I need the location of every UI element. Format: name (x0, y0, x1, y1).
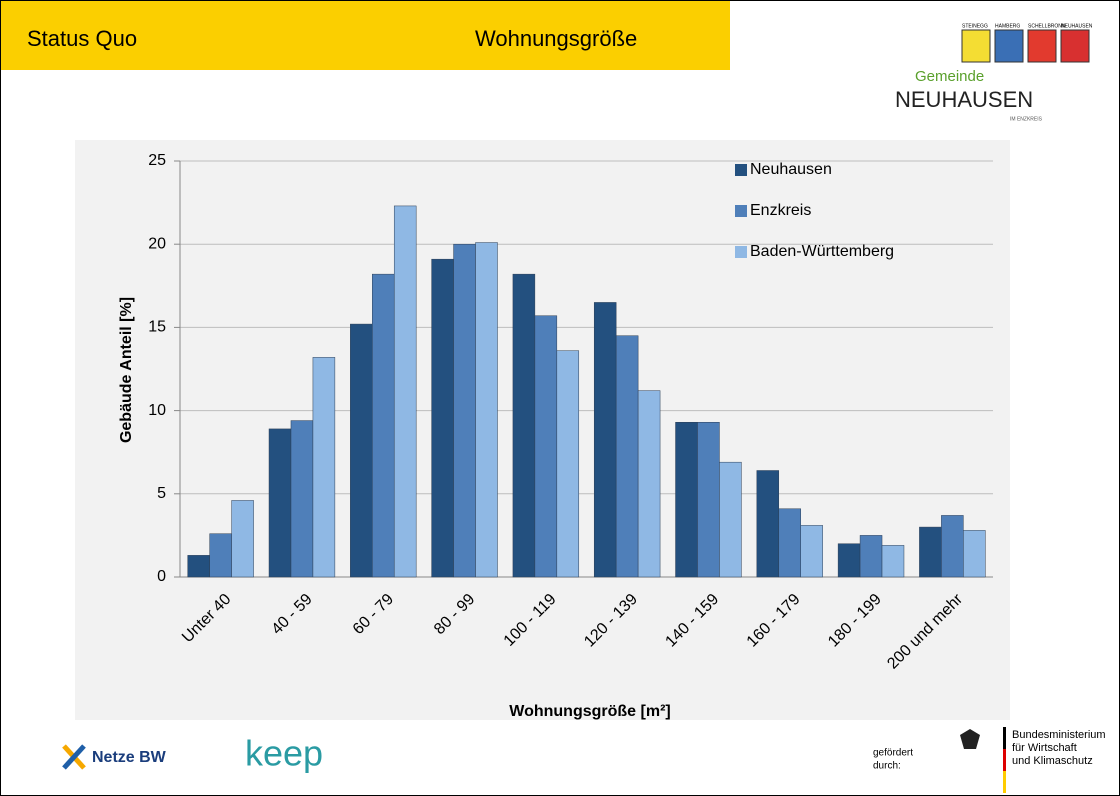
keep-logo: keep (245, 733, 323, 774)
crest (994, 29, 1024, 63)
bar (837, 543, 861, 578)
eagle (960, 729, 980, 749)
bar (231, 500, 254, 578)
logo-line2: NEUHAUSEN (895, 87, 1033, 112)
ministry-line: Bundesministerium (1012, 729, 1106, 741)
header-left: Status Quo (27, 26, 137, 51)
village: NEUHAUSEN (1061, 23, 1093, 29)
flag-red (1003, 749, 1006, 771)
bar (593, 302, 617, 578)
legend-label: Enzkreis (750, 202, 811, 219)
bar (290, 420, 314, 578)
village: STEINEGG (962, 23, 988, 29)
funded-line: gefördert (873, 748, 913, 759)
bar (453, 243, 476, 578)
bar (719, 461, 742, 578)
bar (475, 242, 498, 578)
crest (1060, 29, 1090, 63)
x-axis-title: Wohnungsgröße [m²] (509, 703, 670, 720)
bar (881, 545, 905, 578)
bar (534, 315, 558, 578)
bar (512, 273, 536, 578)
legend-label: Neuhausen (750, 161, 832, 178)
bar (919, 526, 942, 578)
header-title: Wohnungsgröße (475, 26, 637, 51)
bar (615, 335, 639, 578)
y-tick-label: 0 (157, 568, 166, 585)
bar (859, 535, 883, 578)
footer: Netze BW keep gefördert durch: Bundesmin… (62, 727, 1106, 793)
netze-text: Netze BW (92, 749, 167, 766)
y-tick-label: 10 (148, 402, 166, 419)
bar (209, 533, 232, 578)
ministry-line: für Wirtschaft (1012, 742, 1077, 754)
legend-swatch (735, 205, 747, 217)
flag-black (1003, 727, 1006, 749)
bar (637, 390, 661, 578)
logo-line1: Gemeinde (915, 68, 984, 85)
village: SCHELLBRONN (1028, 23, 1066, 29)
bar (350, 323, 373, 578)
village: HAMBERG (995, 23, 1020, 29)
legend-label: Baden-Württemberg (750, 243, 894, 260)
bar (697, 421, 720, 578)
logo-line3: IM ENZKREIS (1010, 116, 1043, 122)
funded-line: durch: (873, 761, 901, 772)
crest (1027, 29, 1057, 63)
bar (431, 258, 454, 578)
bar (268, 428, 292, 578)
y-tick-label: 5 (157, 485, 166, 502)
bar (963, 530, 986, 578)
legend-swatch (735, 164, 747, 176)
crest (961, 29, 991, 63)
bar (800, 525, 823, 578)
y-axis-title: Gebäude Anteil [%] (118, 297, 135, 443)
bar (756, 470, 780, 578)
bar (187, 555, 210, 578)
bar (675, 421, 698, 578)
y-tick-label: 15 (148, 319, 166, 336)
bar (393, 205, 417, 578)
bar (778, 508, 801, 578)
flag-gold (1003, 771, 1006, 793)
y-tick-label: 25 (148, 152, 166, 169)
bar (941, 515, 964, 578)
y-tick-label: 20 (148, 235, 166, 252)
bar (372, 273, 395, 578)
logo: STEINEGG HAMBERG SCHELLBRONN NEUHAUSEN G… (895, 23, 1093, 122)
ministry-line: und Klimaschutz (1012, 755, 1093, 767)
legend-swatch (735, 246, 747, 258)
header-bar (1, 1, 730, 70)
bar (312, 357, 336, 578)
netze-icon (62, 744, 86, 770)
bar (556, 350, 580, 578)
